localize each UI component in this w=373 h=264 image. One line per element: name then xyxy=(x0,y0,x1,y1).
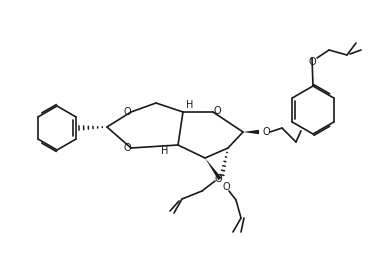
Text: O: O xyxy=(262,127,270,137)
Text: H: H xyxy=(161,146,169,156)
Polygon shape xyxy=(205,158,222,180)
Text: O: O xyxy=(123,107,131,117)
Text: O: O xyxy=(214,174,222,184)
Text: H: H xyxy=(186,100,194,110)
Text: O: O xyxy=(123,143,131,153)
Text: O: O xyxy=(222,182,230,192)
Polygon shape xyxy=(243,130,259,134)
Text: O: O xyxy=(213,106,221,116)
Text: O: O xyxy=(308,57,316,67)
